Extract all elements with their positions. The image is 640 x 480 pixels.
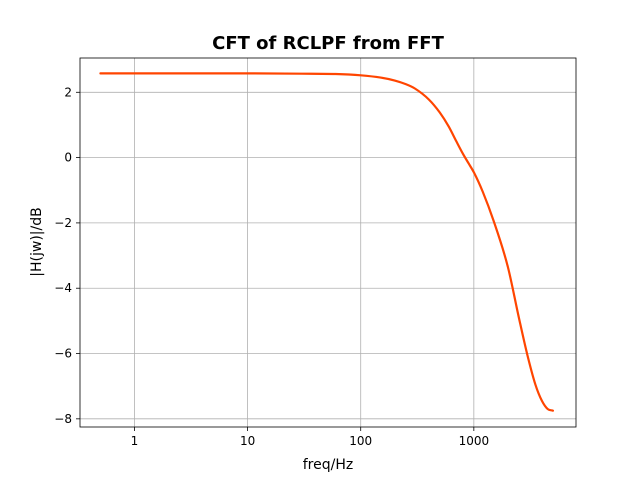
tick-layer: 1 10 100 1000 2 0 −2 −4 −6 −8 (54, 85, 489, 448)
y-tick-label: −8 (54, 412, 72, 426)
magnitude-response-line (99, 72, 555, 412)
plot-frame (79, 57, 577, 428)
x-axis-label: freq/Hz (303, 457, 353, 473)
y-tick-label: 0 (64, 151, 72, 165)
y-tick-label: −2 (54, 216, 72, 230)
chart-title: CFT of RCLPF from FFT (212, 33, 444, 54)
x-tick-label: 10 (240, 434, 255, 448)
grid-layer (80, 58, 576, 427)
y-tick-label: −4 (54, 281, 72, 295)
y-tick-label: 2 (64, 85, 72, 99)
y-axis-label: |H(jw)|/dB (29, 207, 45, 276)
x-tick-label: 1000 (459, 434, 490, 448)
series-layer (99, 72, 555, 412)
x-tick-label: 1 (131, 434, 139, 448)
y-tick-label: −6 (54, 347, 72, 361)
x-tick-label: 100 (349, 434, 372, 448)
